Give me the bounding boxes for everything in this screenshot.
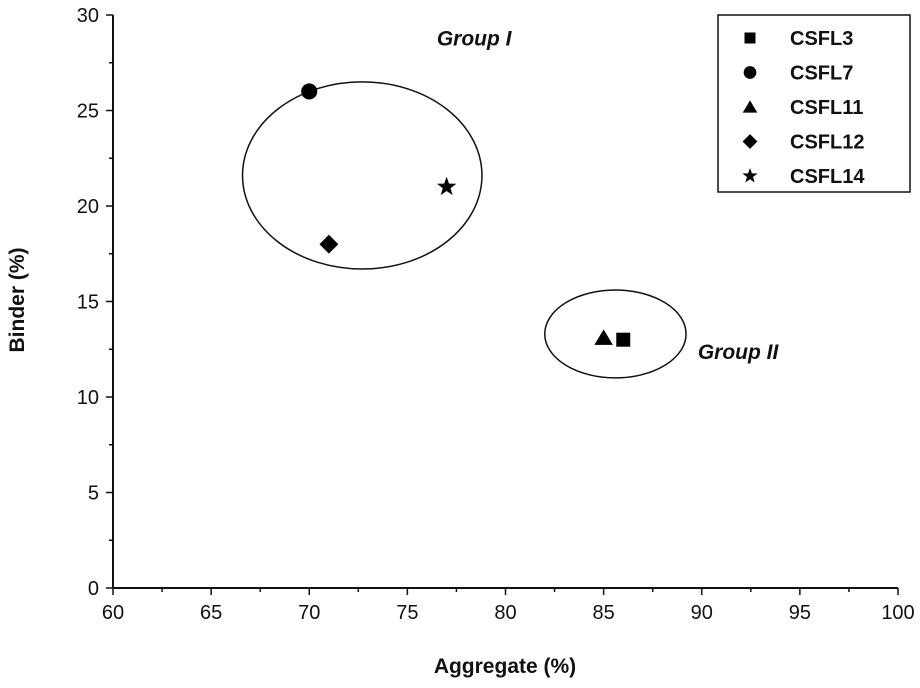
legend-label-csfl14: CSFL14 (790, 166, 865, 188)
group-ellipse (241, 81, 483, 270)
x-tick-label: 90 (691, 602, 713, 624)
data-points (301, 83, 631, 347)
y-tick-label: 20 (77, 196, 99, 218)
legend-label-csfl3: CSFL3 (790, 28, 853, 50)
y-tick-label: 10 (77, 387, 99, 409)
legend: CSFL3 CSFL7 CSFL11 CSFL12 CSFL14 (717, 14, 911, 193)
legend-marker-csfl14 (742, 168, 758, 183)
point-csfl12 (319, 234, 339, 254)
legend-marker-csfl3 (744, 32, 756, 44)
legend-label-csfl7: CSFL7 (790, 63, 853, 85)
y-tick-label: 30 (77, 5, 99, 27)
x-tick-label: 100 (881, 602, 914, 624)
x-tick-label: 95 (789, 602, 811, 624)
point-csfl14 (437, 176, 457, 196)
x-tick-label: 85 (593, 602, 615, 624)
group-ellipses: Group I Group II (241, 28, 780, 379)
x-axis-title: Aggregate (%) (434, 655, 576, 678)
group-label: Group II (698, 341, 780, 364)
group-label: Group I (437, 28, 513, 51)
legend-marker-csfl7 (743, 66, 757, 79)
group-ellipse (544, 289, 687, 379)
legend-marker-csfl11 (742, 100, 758, 113)
y-tick-label: 25 (77, 101, 99, 123)
point-csfl11 (594, 329, 613, 345)
x-tick-label: 75 (396, 602, 418, 624)
x-tick-label: 80 (494, 602, 516, 624)
legend-label-csfl12: CSFL12 (790, 132, 864, 154)
x-tick-label: 60 (102, 602, 124, 624)
y-tick-label: 5 (88, 483, 99, 505)
y-tick-label: 0 (88, 578, 99, 600)
legend-label-csfl11: CSFL11 (790, 97, 863, 119)
legend-marker-csfl12 (742, 134, 758, 149)
y-tick-label: 15 (77, 292, 99, 314)
y-axis-title: Binder (%) (6, 248, 29, 353)
x-tick-label: 65 (200, 602, 222, 624)
point-csfl3 (616, 332, 631, 347)
x-tick-label: 70 (298, 602, 320, 624)
axes: 60 65 70 75 80 85 90 95 100 0 5 10 15 20 25 30 (77, 5, 915, 624)
point-csfl7 (301, 83, 318, 100)
